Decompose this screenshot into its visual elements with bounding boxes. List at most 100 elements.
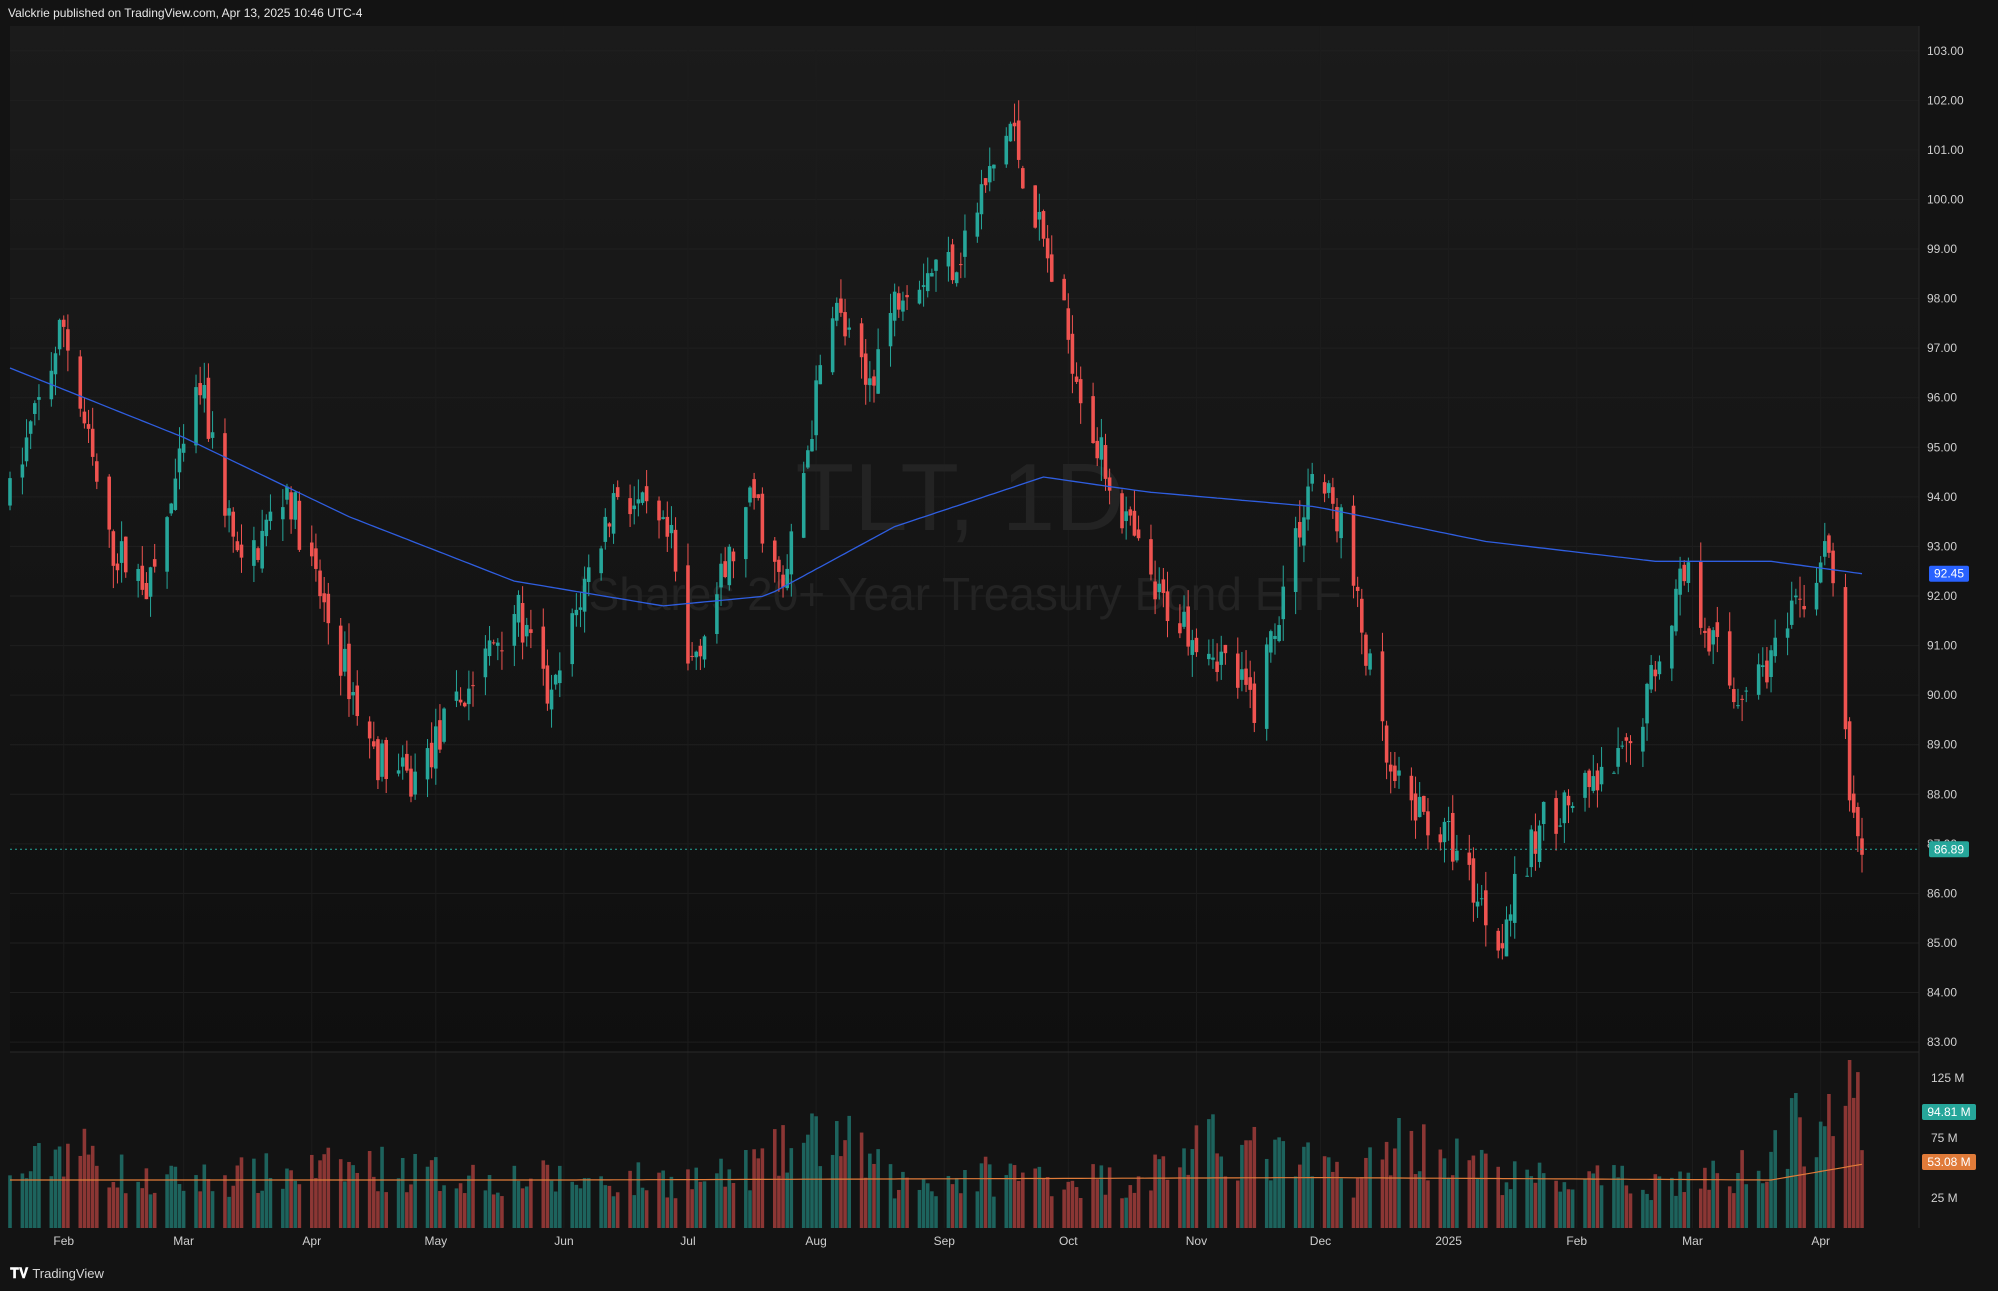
volume-bar bbox=[1814, 1157, 1819, 1228]
volume-bar bbox=[1541, 1173, 1546, 1228]
candle bbox=[235, 531, 240, 552]
candle-body bbox=[268, 511, 273, 522]
candle bbox=[549, 674, 554, 728]
volume-bar bbox=[640, 1187, 645, 1228]
candle bbox=[1484, 871, 1488, 947]
candle bbox=[1252, 671, 1257, 733]
candle-body bbox=[1074, 376, 1079, 382]
volume-bar bbox=[1711, 1160, 1715, 1228]
candle bbox=[686, 543, 690, 671]
candle bbox=[1467, 834, 1472, 881]
candle-body bbox=[380, 743, 384, 777]
candle bbox=[1711, 627, 1715, 665]
volume-bar bbox=[309, 1154, 314, 1228]
candle-body bbox=[760, 493, 765, 544]
price-tick-label: 96.00 bbox=[1927, 391, 1957, 405]
volume-ma-line bbox=[10, 1163, 1863, 1181]
candle bbox=[1157, 567, 1162, 600]
volume-bar bbox=[227, 1196, 231, 1228]
candle bbox=[541, 608, 546, 686]
volume-bar bbox=[599, 1176, 603, 1228]
candle-body bbox=[553, 674, 558, 685]
footer-brand[interactable]: 𝐓𝐕 TradingView bbox=[10, 1265, 104, 1282]
candle bbox=[512, 605, 517, 667]
candle bbox=[520, 586, 525, 660]
volume-bar bbox=[524, 1186, 529, 1228]
volume-bar bbox=[810, 1113, 814, 1228]
volume-bar bbox=[347, 1161, 351, 1228]
candle bbox=[781, 565, 785, 598]
candle-body bbox=[628, 498, 632, 515]
candle-body bbox=[698, 645, 703, 657]
candle-body bbox=[123, 536, 128, 573]
candle bbox=[657, 496, 661, 539]
candle-body bbox=[1587, 770, 1591, 788]
candle bbox=[1612, 771, 1616, 774]
volume-bar bbox=[1124, 1197, 1128, 1228]
candle-body bbox=[644, 486, 649, 502]
volume-bar bbox=[1620, 1165, 1625, 1228]
candle bbox=[500, 631, 504, 670]
candle bbox=[979, 169, 984, 230]
candle-body bbox=[901, 300, 905, 312]
candle bbox=[169, 502, 174, 516]
candle-body bbox=[376, 739, 380, 781]
volume-bar bbox=[843, 1140, 847, 1228]
candle bbox=[1686, 557, 1691, 593]
candle-body bbox=[1827, 535, 1831, 553]
candle-body bbox=[839, 298, 843, 313]
candle bbox=[293, 490, 298, 529]
volume-bar bbox=[715, 1173, 719, 1228]
candle-body bbox=[165, 517, 169, 572]
candle-body bbox=[1732, 689, 1736, 703]
volume-bar bbox=[512, 1165, 517, 1228]
watermark-symbol: TLT, 1D bbox=[796, 444, 1125, 551]
candle-body bbox=[1446, 821, 1451, 823]
candle bbox=[959, 252, 963, 279]
volume-bar bbox=[1074, 1187, 1079, 1228]
time-axis[interactable]: Feb Mar Apr May Jun Jul Aug Sep Oct Nov Dec 2025 Feb… bbox=[53, 1234, 1830, 1248]
candle-body bbox=[289, 492, 293, 520]
volume-bar bbox=[628, 1170, 632, 1228]
volume-bar bbox=[202, 1164, 207, 1228]
candle bbox=[715, 582, 719, 644]
candle-body bbox=[1678, 568, 1682, 595]
candle bbox=[863, 339, 868, 405]
volume-bar bbox=[1645, 1193, 1649, 1228]
candle-body bbox=[1554, 798, 1558, 834]
candle bbox=[1446, 806, 1451, 841]
candle-body bbox=[541, 626, 546, 669]
candle-body bbox=[1037, 211, 1042, 220]
candle-body bbox=[95, 461, 99, 482]
candle bbox=[467, 670, 471, 721]
candle-body bbox=[1789, 600, 1794, 625]
volume-bar bbox=[1264, 1158, 1269, 1228]
volume-bar bbox=[82, 1128, 87, 1228]
candle-body bbox=[830, 318, 835, 373]
volume-bar bbox=[380, 1146, 384, 1228]
candle-body bbox=[558, 670, 562, 684]
candle-body bbox=[82, 411, 87, 424]
volume-bar bbox=[239, 1157, 244, 1228]
price-axis[interactable]: 103.00 102.00 101.00 100.00 99.00 98.00 97.00 9… bbox=[1927, 44, 1964, 1049]
volume-bar bbox=[86, 1154, 91, 1228]
volume-bar bbox=[690, 1189, 694, 1228]
candle bbox=[1012, 103, 1017, 142]
candle bbox=[586, 554, 591, 597]
candle bbox=[963, 214, 967, 278]
candle bbox=[1240, 651, 1244, 692]
volume-bar bbox=[1211, 1114, 1215, 1228]
candle bbox=[1471, 847, 1476, 922]
volume-axis[interactable]: 125 M 75 M 25 M bbox=[1931, 1071, 1964, 1205]
candle bbox=[20, 447, 25, 495]
candle-body bbox=[1384, 725, 1389, 763]
price-tick-label: 85.00 bbox=[1927, 936, 1957, 950]
volume-bar bbox=[429, 1160, 434, 1228]
candle-body bbox=[1409, 775, 1414, 801]
volume-bar bbox=[1331, 1171, 1335, 1228]
candle bbox=[1132, 489, 1137, 537]
time-tick-label: Feb bbox=[53, 1234, 74, 1248]
candle bbox=[1645, 682, 1649, 741]
volume-bar bbox=[49, 1176, 54, 1228]
